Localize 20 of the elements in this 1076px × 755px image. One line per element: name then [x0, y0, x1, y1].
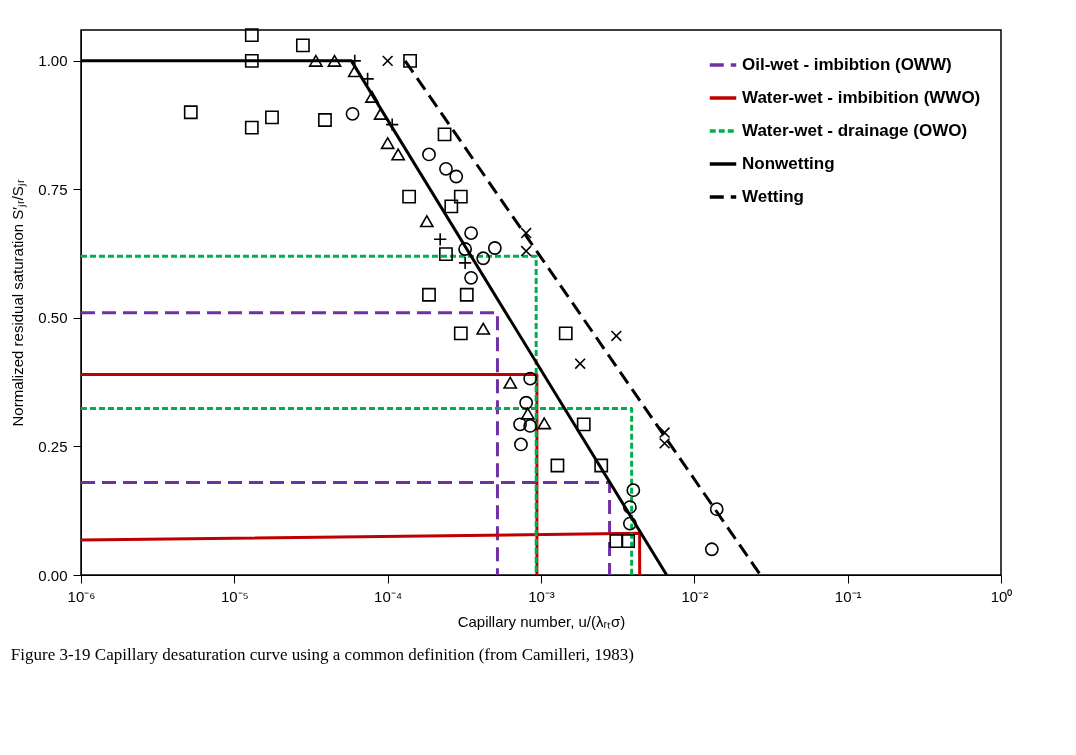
caption: Figure 3-19 Capillary desaturation curve using a common definition (from Camilleri, 1983)	[10, 645, 635, 664]
legend-label: Water-wet - drainage (OWO)	[742, 121, 968, 140]
legend-label: Water-wet - imbibition (WWO)	[742, 88, 981, 107]
x-tick-label: 10⁻⁵	[220, 587, 249, 605]
y-tick-label: 0.50	[38, 309, 68, 327]
x-axis-title: Capillary number, u/(λᵣₜσ)	[457, 612, 626, 630]
y-tick-label: 0.25	[38, 437, 68, 455]
x-tick-label: 10⁻³	[528, 587, 555, 605]
x-tick-label: 10⁻¹	[834, 587, 862, 605]
x-tick-label: 10⁻⁴	[374, 587, 403, 605]
y-tick-label: 0.00	[38, 566, 68, 584]
x-tick-label: 10⁻²	[681, 587, 709, 605]
x-tick-label: 10⁰	[990, 587, 1013, 605]
y-tick-label: 1.00	[38, 52, 68, 70]
legend-label: Wetting	[742, 187, 805, 206]
x-tick-label: 10⁻⁶	[67, 587, 96, 605]
y-tick-label: 0.75	[38, 180, 68, 198]
y-axis-title: Normalized residual saturation S′ⱼᵣ/Sⱼᵣ	[9, 179, 28, 427]
legend-label: Oil-wet - imbibtion (OWW)	[742, 55, 952, 74]
legend-label: Nonwetting	[742, 154, 835, 173]
